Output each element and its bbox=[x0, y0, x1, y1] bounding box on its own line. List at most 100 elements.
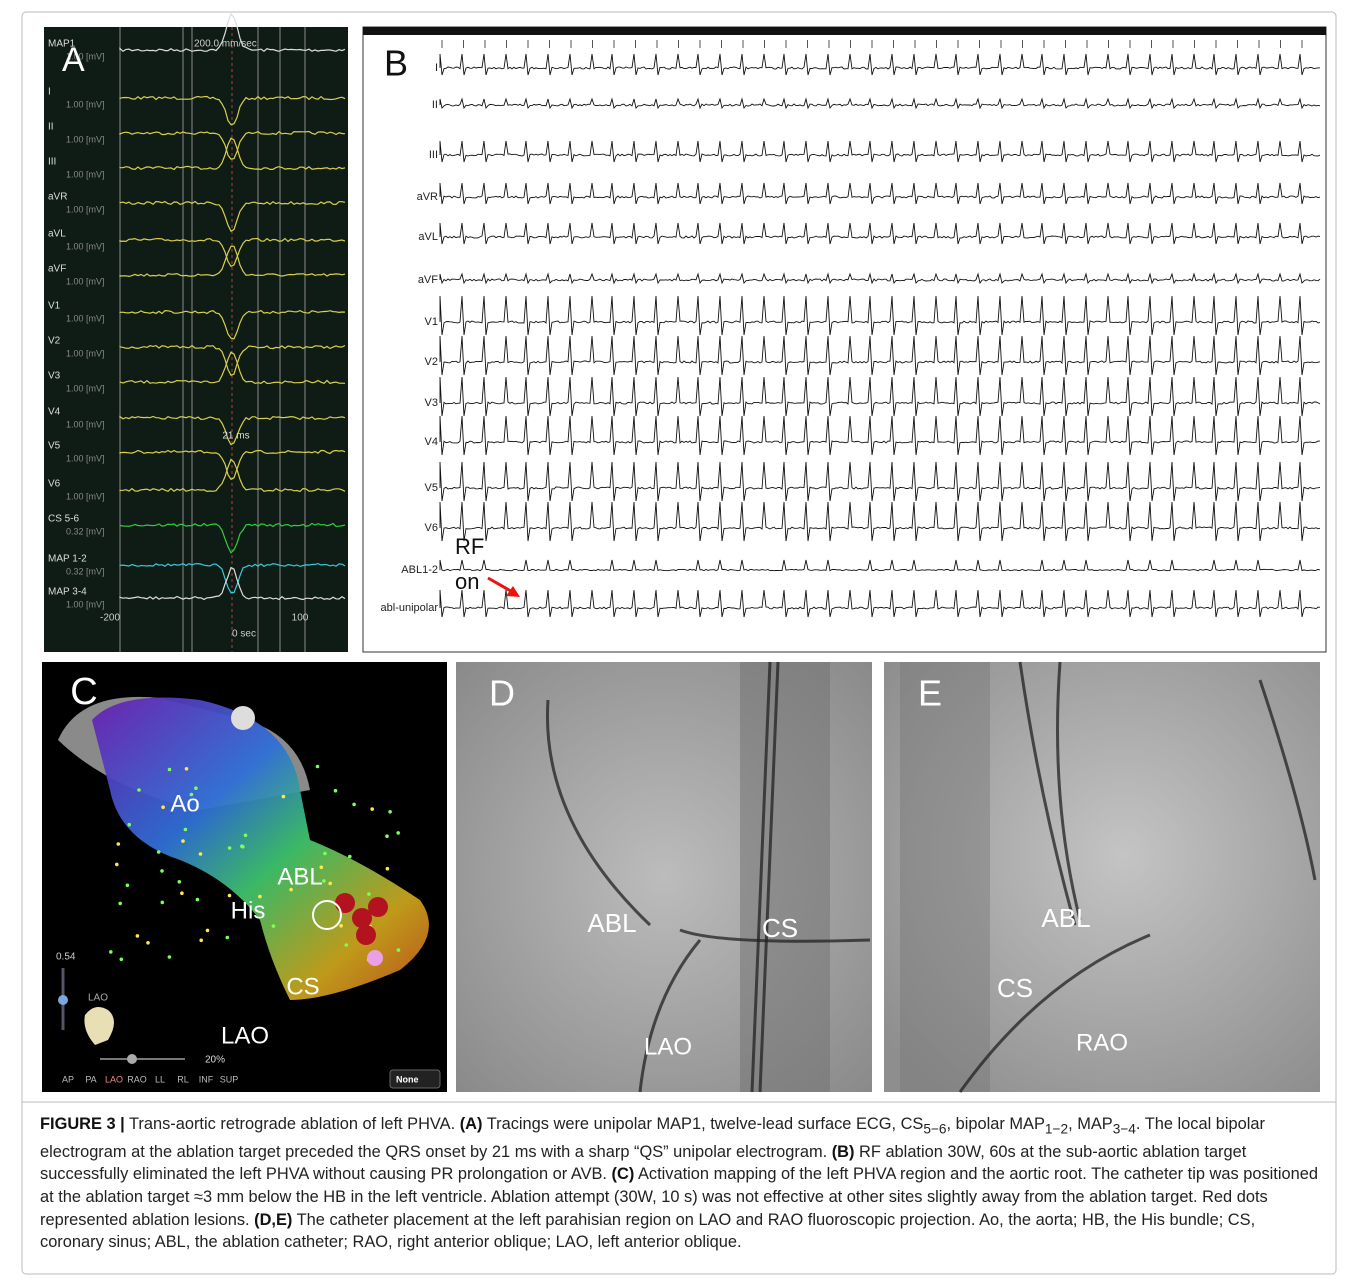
structure-label: ABL bbox=[277, 863, 322, 890]
map-point bbox=[385, 834, 389, 838]
lead-label: aVL bbox=[48, 229, 66, 240]
view-button[interactable]: RL bbox=[177, 1074, 189, 1084]
gain-label: 0.32 [mV] bbox=[66, 526, 105, 536]
lead-label: V2 bbox=[425, 356, 438, 368]
spine bbox=[900, 662, 990, 1092]
annotation: on bbox=[455, 569, 479, 594]
annotation: RF bbox=[455, 534, 484, 559]
axis-label: -200 bbox=[100, 613, 120, 624]
map-point bbox=[370, 807, 374, 811]
lead-label: V5 bbox=[48, 441, 61, 452]
map-point bbox=[397, 948, 401, 952]
structure-label: CS bbox=[286, 973, 319, 1000]
view-button[interactable]: PA bbox=[85, 1074, 96, 1084]
gain-label: 1.00 [mV] bbox=[66, 241, 105, 251]
zoom-value: 20% bbox=[205, 1055, 225, 1066]
lead-label: aVF bbox=[48, 264, 66, 275]
map-point bbox=[137, 788, 141, 792]
panel-label: A bbox=[62, 41, 85, 79]
lead-label: V3 bbox=[425, 397, 438, 409]
map-point bbox=[199, 939, 203, 943]
lead-label: MAP 3-4 bbox=[48, 587, 87, 598]
lead-label: V1 bbox=[48, 301, 61, 312]
map-point bbox=[367, 892, 371, 896]
panel-b bbox=[363, 27, 1326, 652]
map-point bbox=[339, 924, 343, 928]
map-point bbox=[117, 842, 121, 846]
gain-label: 1.00 [mV] bbox=[66, 453, 105, 463]
caption: FIGURE 3 | Trans-aortic retrograde ablat… bbox=[40, 1113, 1322, 1254]
map-point bbox=[180, 891, 184, 895]
lead-label: III bbox=[48, 157, 56, 168]
lead-label: V4 bbox=[425, 436, 438, 448]
lead-label: aVF bbox=[418, 274, 438, 286]
map-point bbox=[352, 803, 356, 807]
gain-label: 1.00 [mV] bbox=[66, 348, 105, 358]
zoom-knob bbox=[127, 1054, 137, 1064]
map-point bbox=[272, 924, 276, 928]
gain-label: 1.00 [mV] bbox=[66, 276, 105, 286]
map-point bbox=[146, 941, 150, 945]
lead-label: II bbox=[48, 122, 54, 133]
map-point bbox=[168, 768, 172, 772]
map-point bbox=[120, 958, 124, 962]
lead-label: MAP 1-2 bbox=[48, 554, 87, 565]
structure-label: CS bbox=[762, 913, 798, 943]
view-label: LAO bbox=[221, 1022, 269, 1049]
lesion bbox=[335, 893, 355, 913]
view-button[interactable]: AP bbox=[62, 1074, 74, 1084]
slider-value: 0.54 bbox=[56, 952, 76, 963]
lead-label: V2 bbox=[48, 336, 61, 347]
caption-text: (B) bbox=[832, 1143, 855, 1161]
caption-text: FIGURE 3 | bbox=[40, 1115, 125, 1133]
map-point bbox=[206, 929, 210, 933]
map-point bbox=[316, 765, 320, 769]
map-point bbox=[348, 855, 352, 859]
lead-label: II bbox=[432, 99, 438, 111]
panel-label: C bbox=[70, 671, 97, 713]
map-point bbox=[160, 869, 164, 873]
gain-label: 1.00 [mV] bbox=[66, 99, 105, 109]
lead-label: aVR bbox=[48, 192, 67, 203]
structure-label: His bbox=[231, 897, 266, 924]
map-point bbox=[115, 863, 119, 867]
lead-label: V4 bbox=[48, 407, 61, 418]
slider-knob bbox=[58, 995, 68, 1005]
lead-label: V5 bbox=[425, 482, 438, 494]
view-button[interactable]: SUP bbox=[220, 1074, 239, 1084]
lead-label: I bbox=[48, 87, 51, 98]
panel-label: E bbox=[918, 673, 942, 714]
map-point bbox=[136, 934, 140, 938]
gain-label: 0.32 [mV] bbox=[66, 566, 105, 576]
sweep-speed: 200.0 mm/sec bbox=[194, 39, 257, 50]
map-point bbox=[184, 828, 188, 832]
map-point bbox=[196, 898, 200, 902]
gain-label: 1.00 [mV] bbox=[66, 383, 105, 393]
interval-label: 21 ms bbox=[222, 431, 249, 442]
face-icon bbox=[231, 706, 255, 730]
lead-label: I bbox=[435, 62, 438, 74]
view-icon-label: LAO bbox=[88, 993, 108, 1004]
gain-label: 1.00 [mV] bbox=[66, 491, 105, 501]
map-point bbox=[240, 844, 244, 848]
panel-b-bar bbox=[363, 27, 1326, 35]
structure-label: ABL bbox=[587, 908, 636, 938]
lead-label: CS 5-6 bbox=[48, 514, 80, 525]
view-button[interactable]: RAO bbox=[127, 1074, 147, 1084]
map-point bbox=[118, 902, 122, 906]
map-point bbox=[185, 767, 189, 771]
map-point bbox=[126, 884, 130, 888]
view-button[interactable]: LAO bbox=[105, 1074, 123, 1084]
caption-text: 3−4 bbox=[1113, 1121, 1136, 1136]
caption-text: (A) bbox=[460, 1115, 483, 1133]
map-point bbox=[181, 839, 185, 843]
caption-text: , MAP bbox=[1068, 1115, 1113, 1133]
dropdown-label: None bbox=[396, 1074, 419, 1084]
view-button[interactable]: INF bbox=[199, 1074, 214, 1084]
map-point bbox=[157, 850, 161, 854]
map-point bbox=[396, 831, 400, 835]
caption-text: (C) bbox=[612, 1165, 635, 1183]
view-label: RAO bbox=[1076, 1029, 1128, 1056]
caption-text: Trans-aortic retrograde ablation of left… bbox=[125, 1115, 460, 1133]
view-button[interactable]: LL bbox=[155, 1074, 165, 1084]
